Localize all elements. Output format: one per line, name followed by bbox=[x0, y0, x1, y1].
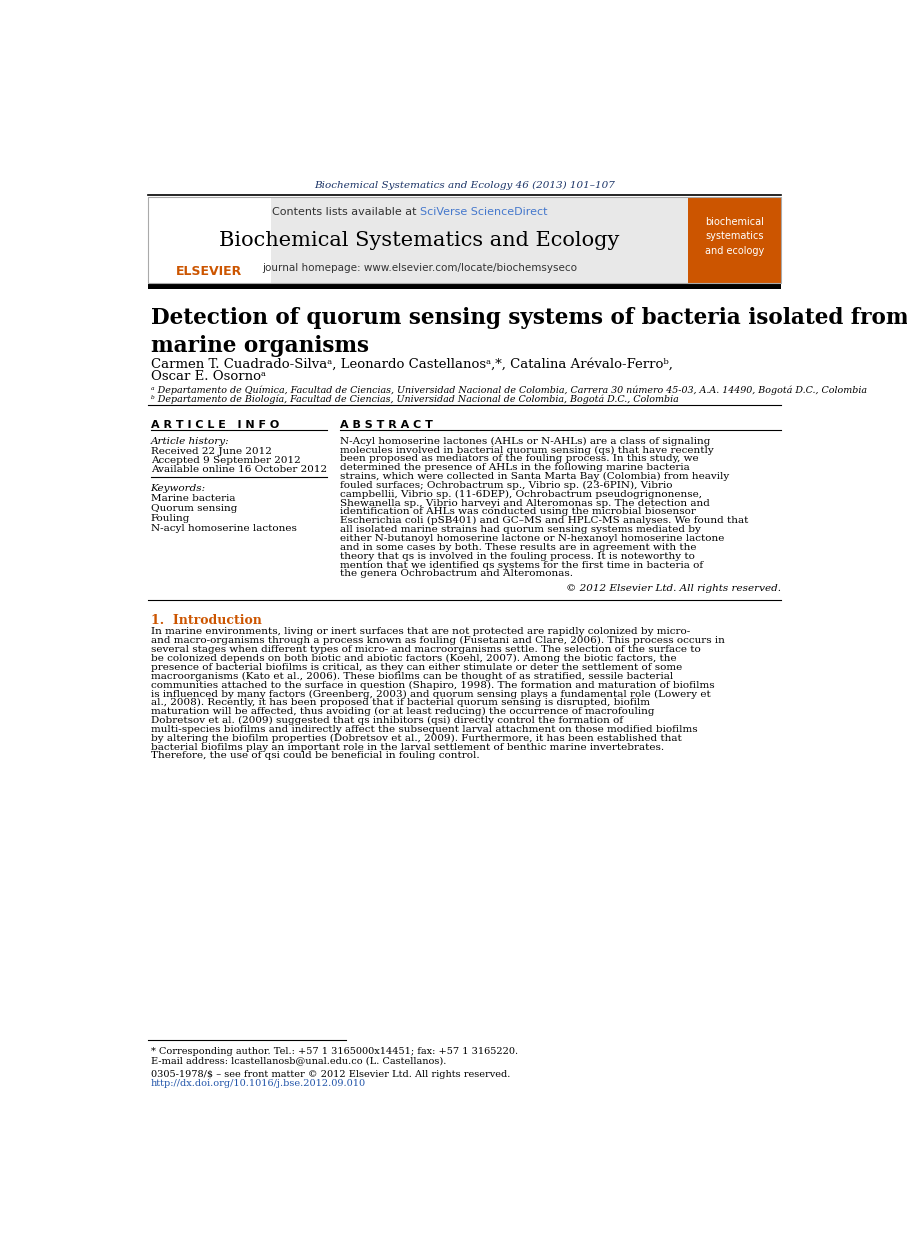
Text: A R T I C L E   I N F O: A R T I C L E I N F O bbox=[151, 420, 278, 430]
Text: ᵃ Departamento de Química, Facultad de Ciencias, Universidad Nacional de Colombi: ᵃ Departamento de Química, Facultad de C… bbox=[151, 386, 866, 395]
Text: determined the presence of AHLs in the following marine bacteria: determined the presence of AHLs in the f… bbox=[340, 463, 689, 472]
Text: the genera Ochrobactrum and Alteromonas.: the genera Ochrobactrum and Alteromonas. bbox=[340, 569, 572, 578]
Text: al., 2008). Recently, it has been proposed that if bacterial quorum sensing is d: al., 2008). Recently, it has been propos… bbox=[151, 698, 649, 707]
Text: Dobretsov et al. (2009) suggested that qs inhibitors (qsi) directly control the : Dobretsov et al. (2009) suggested that q… bbox=[151, 716, 623, 725]
Text: bacterial biofilms play an important role in the larval settlement of benthic ma: bacterial biofilms play an important rol… bbox=[151, 743, 664, 751]
Bar bbox=[148, 197, 782, 284]
Bar bbox=[148, 284, 782, 290]
Text: theory that qs is involved in the fouling process. It is noteworthy to: theory that qs is involved in the foulin… bbox=[340, 552, 695, 561]
Text: Shewanella sp., Vibrio harveyi and Alteromonas sp. The detection and: Shewanella sp., Vibrio harveyi and Alter… bbox=[340, 499, 709, 508]
Text: strains, which were collected in Santa Marta Bay (Colombia) from heavily: strains, which were collected in Santa M… bbox=[340, 472, 729, 482]
Text: is influenced by many factors (Greenberg, 2003) and quorum sensing plays a funda: is influenced by many factors (Greenberg… bbox=[151, 690, 710, 698]
Text: E-mail address: lcastellanosb@unal.edu.co (L. Castellanos).: E-mail address: lcastellanosb@unal.edu.c… bbox=[151, 1056, 446, 1066]
Text: N-Acyl homoserine lactones (AHLs or N-AHLs) are a class of signaling: N-Acyl homoserine lactones (AHLs or N-AH… bbox=[340, 437, 710, 446]
Text: Contents lists available at: Contents lists available at bbox=[271, 207, 420, 217]
Text: multi-species biofilms and indirectly affect the subsequent larval attachment on: multi-species biofilms and indirectly af… bbox=[151, 725, 697, 734]
Text: by altering the biofilm properties (Dobretsov et al., 2009). Furthermore, it has: by altering the biofilm properties (Dobr… bbox=[151, 734, 681, 743]
Text: Biochemical Systematics and Ecology: Biochemical Systematics and Ecology bbox=[219, 232, 619, 250]
Text: Keywords:: Keywords: bbox=[151, 484, 206, 493]
Bar bbox=[688, 197, 782, 284]
Text: © 2012 Elsevier Ltd. All rights reserved.: © 2012 Elsevier Ltd. All rights reserved… bbox=[567, 584, 782, 593]
Text: presence of bacterial biofilms is critical, as they can either stimulate or dete: presence of bacterial biofilms is critic… bbox=[151, 662, 682, 672]
Text: and macro-organisms through a process known as fouling (Fusetani and Clare, 2006: and macro-organisms through a process kn… bbox=[151, 636, 725, 645]
Text: and in some cases by both. These results are in agreement with the: and in some cases by both. These results… bbox=[340, 542, 697, 552]
Text: A B S T R A C T: A B S T R A C T bbox=[340, 420, 433, 430]
Bar bbox=[148, 197, 270, 284]
Text: Quorum sensing: Quorum sensing bbox=[151, 504, 237, 513]
Text: fouled surfaces; Ochrobactrum sp., Vibrio sp. (23-6PIN), Vibrio: fouled surfaces; Ochrobactrum sp., Vibri… bbox=[340, 480, 672, 490]
Text: In marine environments, living or inert surfaces that are not protected are rapi: In marine environments, living or inert … bbox=[151, 628, 690, 636]
Text: Carmen T. Cuadrado-Silvaᵃ, Leonardo Castellanosᵃ,*, Catalina Arévalo-Ferroᵇ,: Carmen T. Cuadrado-Silvaᵃ, Leonardo Cast… bbox=[151, 358, 672, 371]
Text: communities attached to the surface in question (Shapiro, 1998). The formation a: communities attached to the surface in q… bbox=[151, 681, 714, 690]
Text: Accepted 9 September 2012: Accepted 9 September 2012 bbox=[151, 456, 300, 464]
Text: maturation will be affected, thus avoiding (or at least reducing) the occurrence: maturation will be affected, thus avoidi… bbox=[151, 707, 654, 717]
Text: Biochemical Systematics and Ecology 46 (2013) 101–107: Biochemical Systematics and Ecology 46 (… bbox=[314, 181, 615, 191]
Text: Marine bacteria: Marine bacteria bbox=[151, 494, 235, 503]
Text: ELSEVIER: ELSEVIER bbox=[176, 265, 242, 279]
Text: all isolated marine strains had quorum sensing systems mediated by: all isolated marine strains had quorum s… bbox=[340, 525, 700, 534]
Text: Oscar E. Osornoᵃ: Oscar E. Osornoᵃ bbox=[151, 370, 266, 383]
Text: been proposed as mediators of the fouling process. In this study, we: been proposed as mediators of the foulin… bbox=[340, 454, 698, 463]
Text: be colonized depends on both biotic and abiotic factors (Koehl, 2007). Among the: be colonized depends on both biotic and … bbox=[151, 654, 677, 664]
Text: Detection of quorum sensing systems of bacteria isolated from fouled
marine orga: Detection of quorum sensing systems of b… bbox=[151, 307, 907, 357]
Text: several stages when different types of micro- and macroorganisms settle. The sel: several stages when different types of m… bbox=[151, 645, 700, 654]
Text: mention that we identified qs systems for the first time in bacteria of: mention that we identified qs systems fo… bbox=[340, 561, 703, 569]
Text: Therefore, the use of qsi could be beneficial in fouling control.: Therefore, the use of qsi could be benef… bbox=[151, 751, 479, 760]
Text: 1.  Introduction: 1. Introduction bbox=[151, 614, 261, 626]
Text: Fouling: Fouling bbox=[151, 514, 190, 522]
Text: journal homepage: www.elsevier.com/locate/biochemsyseco: journal homepage: www.elsevier.com/locat… bbox=[262, 262, 577, 272]
Text: Received 22 June 2012: Received 22 June 2012 bbox=[151, 447, 271, 456]
Text: N-acyl homoserine lactones: N-acyl homoserine lactones bbox=[151, 524, 297, 532]
Text: Article history:: Article history: bbox=[151, 437, 229, 446]
Text: ᵇ Departamento de Biología, Facultad de Ciencias, Universidad Nacional de Colomb: ᵇ Departamento de Biología, Facultad de … bbox=[151, 395, 678, 405]
Text: campbellii, Vibrio sp. (11-6DEP), Ochrobactrum pseudogrignonense,: campbellii, Vibrio sp. (11-6DEP), Ochrob… bbox=[340, 490, 702, 499]
Text: either N-butanoyl homoserine lactone or N-hexanoyl homoserine lactone: either N-butanoyl homoserine lactone or … bbox=[340, 534, 724, 543]
Text: Available online 16 October 2012: Available online 16 October 2012 bbox=[151, 465, 327, 474]
Text: * Corresponding author. Tel.: +57 1 3165000x14451; fax: +57 1 3165220.: * Corresponding author. Tel.: +57 1 3165… bbox=[151, 1047, 518, 1056]
Text: macroorganisms (Kato et al., 2006). These biofilms can be thought of as stratifi: macroorganisms (Kato et al., 2006). Thes… bbox=[151, 672, 673, 681]
Bar bbox=[148, 197, 688, 284]
Text: http://dx.doi.org/10.1016/j.bse.2012.09.010: http://dx.doi.org/10.1016/j.bse.2012.09.… bbox=[151, 1080, 366, 1088]
Text: identification of AHLs was conducted using the microbial biosensor: identification of AHLs was conducted usi… bbox=[340, 508, 696, 516]
Text: SciVerse ScienceDirect: SciVerse ScienceDirect bbox=[420, 207, 547, 217]
Text: molecules involved in bacterial quorum sensing (qs) that have recently: molecules involved in bacterial quorum s… bbox=[340, 446, 714, 454]
Text: Escherichia coli (pSB401) and GC–MS and HPLC-MS analyses. We found that: Escherichia coli (pSB401) and GC–MS and … bbox=[340, 516, 748, 525]
Text: 0305-1978/$ – see front matter © 2012 Elsevier Ltd. All rights reserved.: 0305-1978/$ – see front matter © 2012 El… bbox=[151, 1070, 510, 1080]
Text: biochemical
systematics
and ecology: biochemical systematics and ecology bbox=[706, 217, 765, 256]
